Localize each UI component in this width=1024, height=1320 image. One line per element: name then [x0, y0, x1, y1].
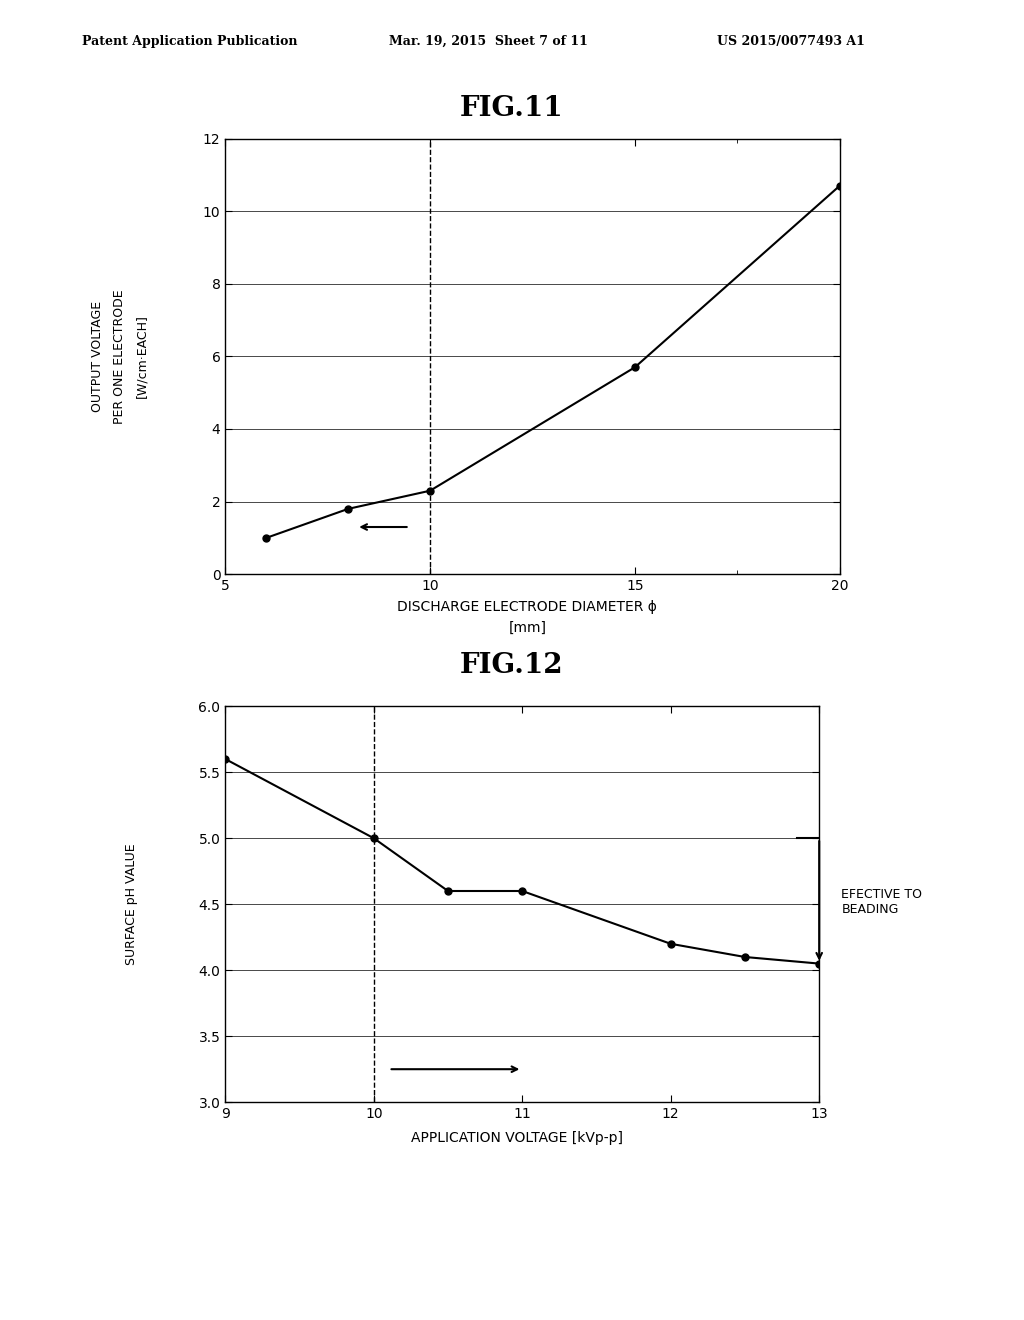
Text: APPLICATION VOLTAGE [kVp-p]: APPLICATION VOLTAGE [kVp-p] — [411, 1131, 624, 1144]
Text: [mm]: [mm] — [508, 622, 547, 635]
Text: EFECTIVE TO
BEADING: EFECTIVE TO BEADING — [842, 887, 923, 916]
Text: PER ONE ELECTRODE: PER ONE ELECTRODE — [114, 289, 126, 424]
Text: FIG.11: FIG.11 — [460, 95, 564, 123]
Text: Mar. 19, 2015  Sheet 7 of 11: Mar. 19, 2015 Sheet 7 of 11 — [389, 34, 588, 48]
Text: US 2015/0077493 A1: US 2015/0077493 A1 — [717, 34, 864, 48]
Text: Patent Application Publication: Patent Application Publication — [82, 34, 297, 48]
Text: DISCHARGE ELECTRODE DIAMETER ϕ: DISCHARGE ELECTRODE DIAMETER ϕ — [397, 601, 657, 614]
Text: FIG.12: FIG.12 — [460, 652, 564, 680]
Text: SURFACE pH VALUE: SURFACE pH VALUE — [125, 843, 137, 965]
Text: [W/cm·EACH]: [W/cm·EACH] — [136, 314, 148, 399]
Text: OUTPUT VOLTAGE: OUTPUT VOLTAGE — [91, 301, 103, 412]
